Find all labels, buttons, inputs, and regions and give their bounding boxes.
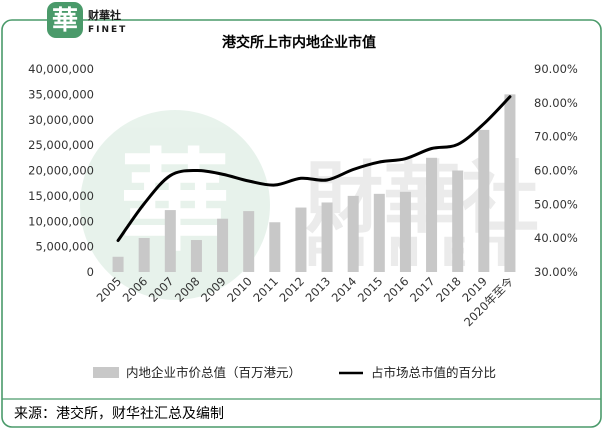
right-tick-label: 30.00% <box>534 265 578 279</box>
right-tick-label: 60.00% <box>534 164 578 178</box>
bar-2018 <box>452 170 464 272</box>
right-tick-label: 80.00% <box>534 96 578 110</box>
bar-2013 <box>321 202 333 272</box>
left-tick-label: 35,000,000 <box>28 87 94 101</box>
left-tick-label: 0 <box>87 265 94 279</box>
line-percent-of-market <box>116 95 512 243</box>
bar-2009 <box>217 218 229 272</box>
brand-logo: 華 财華社 FINET <box>47 2 127 38</box>
bar-2016 <box>399 191 411 272</box>
right-tick-label: 50.00% <box>534 197 578 211</box>
legend: 内地企业市价总值（百万港元） 占市场总市值的百分比 <box>93 365 496 380</box>
bar-2020年至今 <box>504 94 516 272</box>
legend-bar-swatch <box>93 367 119 378</box>
bar-2014 <box>347 195 359 272</box>
bar-2015 <box>373 193 385 272</box>
bar-2012 <box>295 207 307 272</box>
bar-2017 <box>426 157 438 272</box>
logo-badge <box>47 2 83 38</box>
source-text: 来源：港交所，财华社汇总及编制 <box>14 405 224 422</box>
chart-title: 港交所上市内地企业市值 <box>222 34 376 51</box>
left-tick-label: 25,000,000 <box>28 138 94 152</box>
left-tick-label: 10,000,000 <box>28 214 94 228</box>
brand-name-cn: 财華社 <box>87 8 121 22</box>
legend-bar-label: 内地企业市价总值（百万港元） <box>126 365 301 380</box>
left-tick-label: 40,000,000 <box>28 62 94 76</box>
right-tick-label: 40.00% <box>534 231 578 245</box>
right-tick-label: 90.00% <box>534 62 578 76</box>
line-series <box>116 95 512 243</box>
left-tick-label: 15,000,000 <box>28 189 94 203</box>
bar-2010 <box>243 211 255 272</box>
bar-2019 <box>478 129 490 272</box>
bar-series <box>112 94 516 272</box>
bar-2008 <box>190 240 202 272</box>
left-tick-label: 30,000,000 <box>28 113 94 127</box>
left-tick-label: 5,000,000 <box>35 240 94 254</box>
watermark-text-en: FINET <box>305 230 535 276</box>
logo-glyph: 華 <box>52 6 78 36</box>
watermark-text-cn: 財華社 <box>305 154 539 244</box>
right-axis-ticks: 30.00% 40.00% 50.00% 60.00% 70.00% 80.00% 90.0… <box>534 62 578 279</box>
left-tick-label: 20,000,000 <box>28 164 94 178</box>
brand-name-en: FINET <box>88 25 127 35</box>
bar-2005 <box>112 256 124 272</box>
legend-line-label: 占市场总市值的百分比 <box>371 365 496 380</box>
bar-2011 <box>269 222 281 272</box>
bar-2006 <box>138 237 150 272</box>
right-tick-label: 70.00% <box>534 130 578 144</box>
bar-2007 <box>164 210 176 272</box>
left-axis-ticks: 0 5,000,000 10,000,000 15,000,000 20,000,000… <box>28 62 94 279</box>
